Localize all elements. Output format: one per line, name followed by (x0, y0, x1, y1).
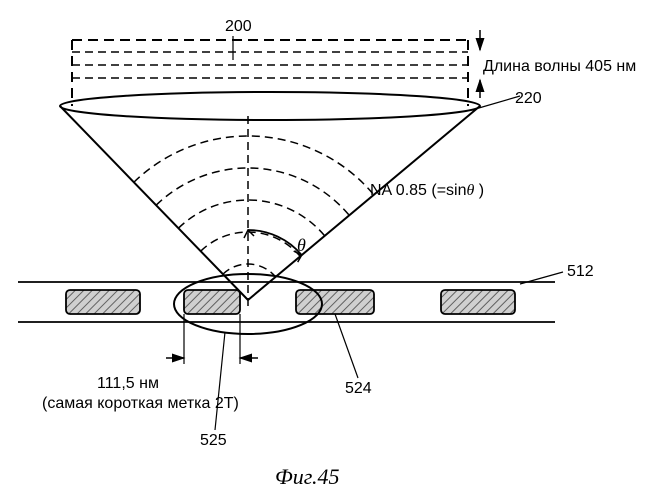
recording-marks (66, 290, 515, 314)
ref-220-label: 220 (515, 90, 542, 108)
mark-size-label: 111,5 нм (97, 375, 159, 393)
na-close: ) (474, 182, 484, 199)
angle-theta-label: θ (297, 235, 306, 256)
ref-525-label: 525 (200, 432, 227, 450)
wavefront-arcs (134, 136, 374, 277)
na-text: NA 0.85 (=sin (370, 182, 467, 199)
angle-theta (244, 230, 302, 262)
numerical-aperture-label: NA 0.85 (=sinθ ) (370, 182, 484, 200)
mark-note-label: (самая короткая метка 2Т) (42, 395, 239, 413)
figure-caption: Фиг.45 (275, 464, 340, 490)
ref-524-label: 524 (345, 380, 372, 398)
wavelength-label: Длина волны 405 нм (483, 58, 636, 76)
ref-200-label: 200 (225, 18, 252, 36)
ref-512-label: 512 (567, 263, 594, 281)
